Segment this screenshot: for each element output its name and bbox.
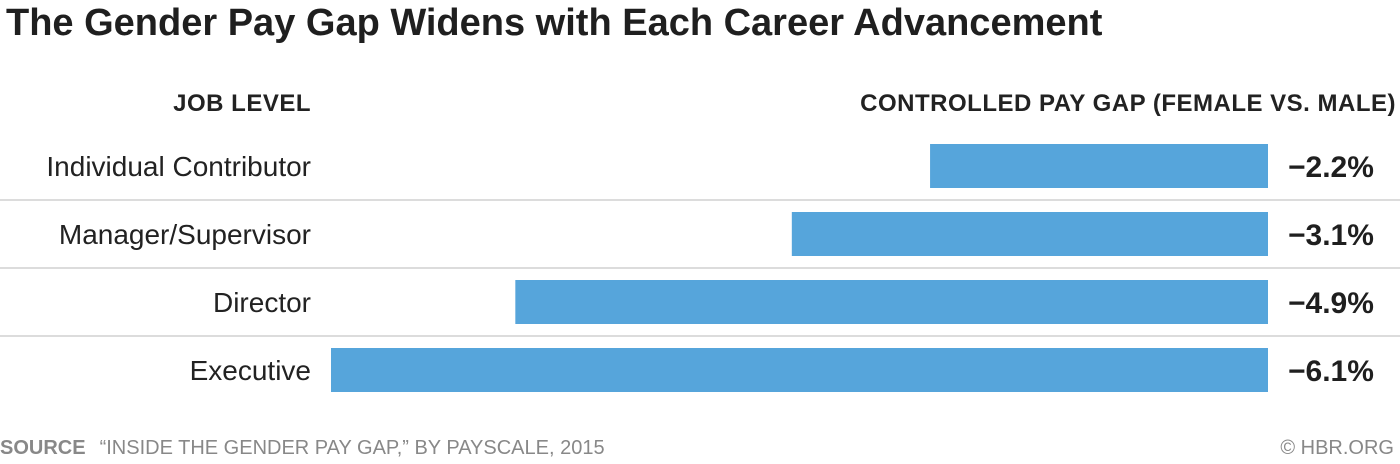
chart-title: The Gender Pay Gap Widens with Each Care… (6, 2, 1103, 44)
category-label: Executive (190, 355, 311, 386)
bar (930, 144, 1268, 188)
source-label: SOURCE (0, 437, 86, 459)
bar (791, 212, 1268, 256)
pay-gap-header: CONTROLLED PAY GAP (FEMALE VS. MALE) (860, 90, 1396, 117)
job-level-header: JOB LEVEL (173, 90, 311, 117)
source-text: “INSIDE THE GENDER PAY GAP,” BY PAYSCALE… (99, 437, 605, 459)
value-label: −3.1% (1288, 219, 1374, 252)
value-label: −4.9% (1288, 287, 1374, 320)
bar (331, 348, 1268, 392)
category-label: Director (213, 287, 311, 318)
bar (515, 280, 1268, 324)
credit-note: © HBR.ORG (1280, 437, 1394, 459)
category-label: Individual Contributor (46, 151, 311, 182)
category-label: Manager/Supervisor (59, 219, 311, 250)
value-label: −6.1% (1288, 355, 1374, 388)
value-label: −2.2% (1288, 151, 1374, 184)
source-note: SOURCE “INSIDE THE GENDER PAY GAP,” BY PA… (0, 436, 605, 460)
